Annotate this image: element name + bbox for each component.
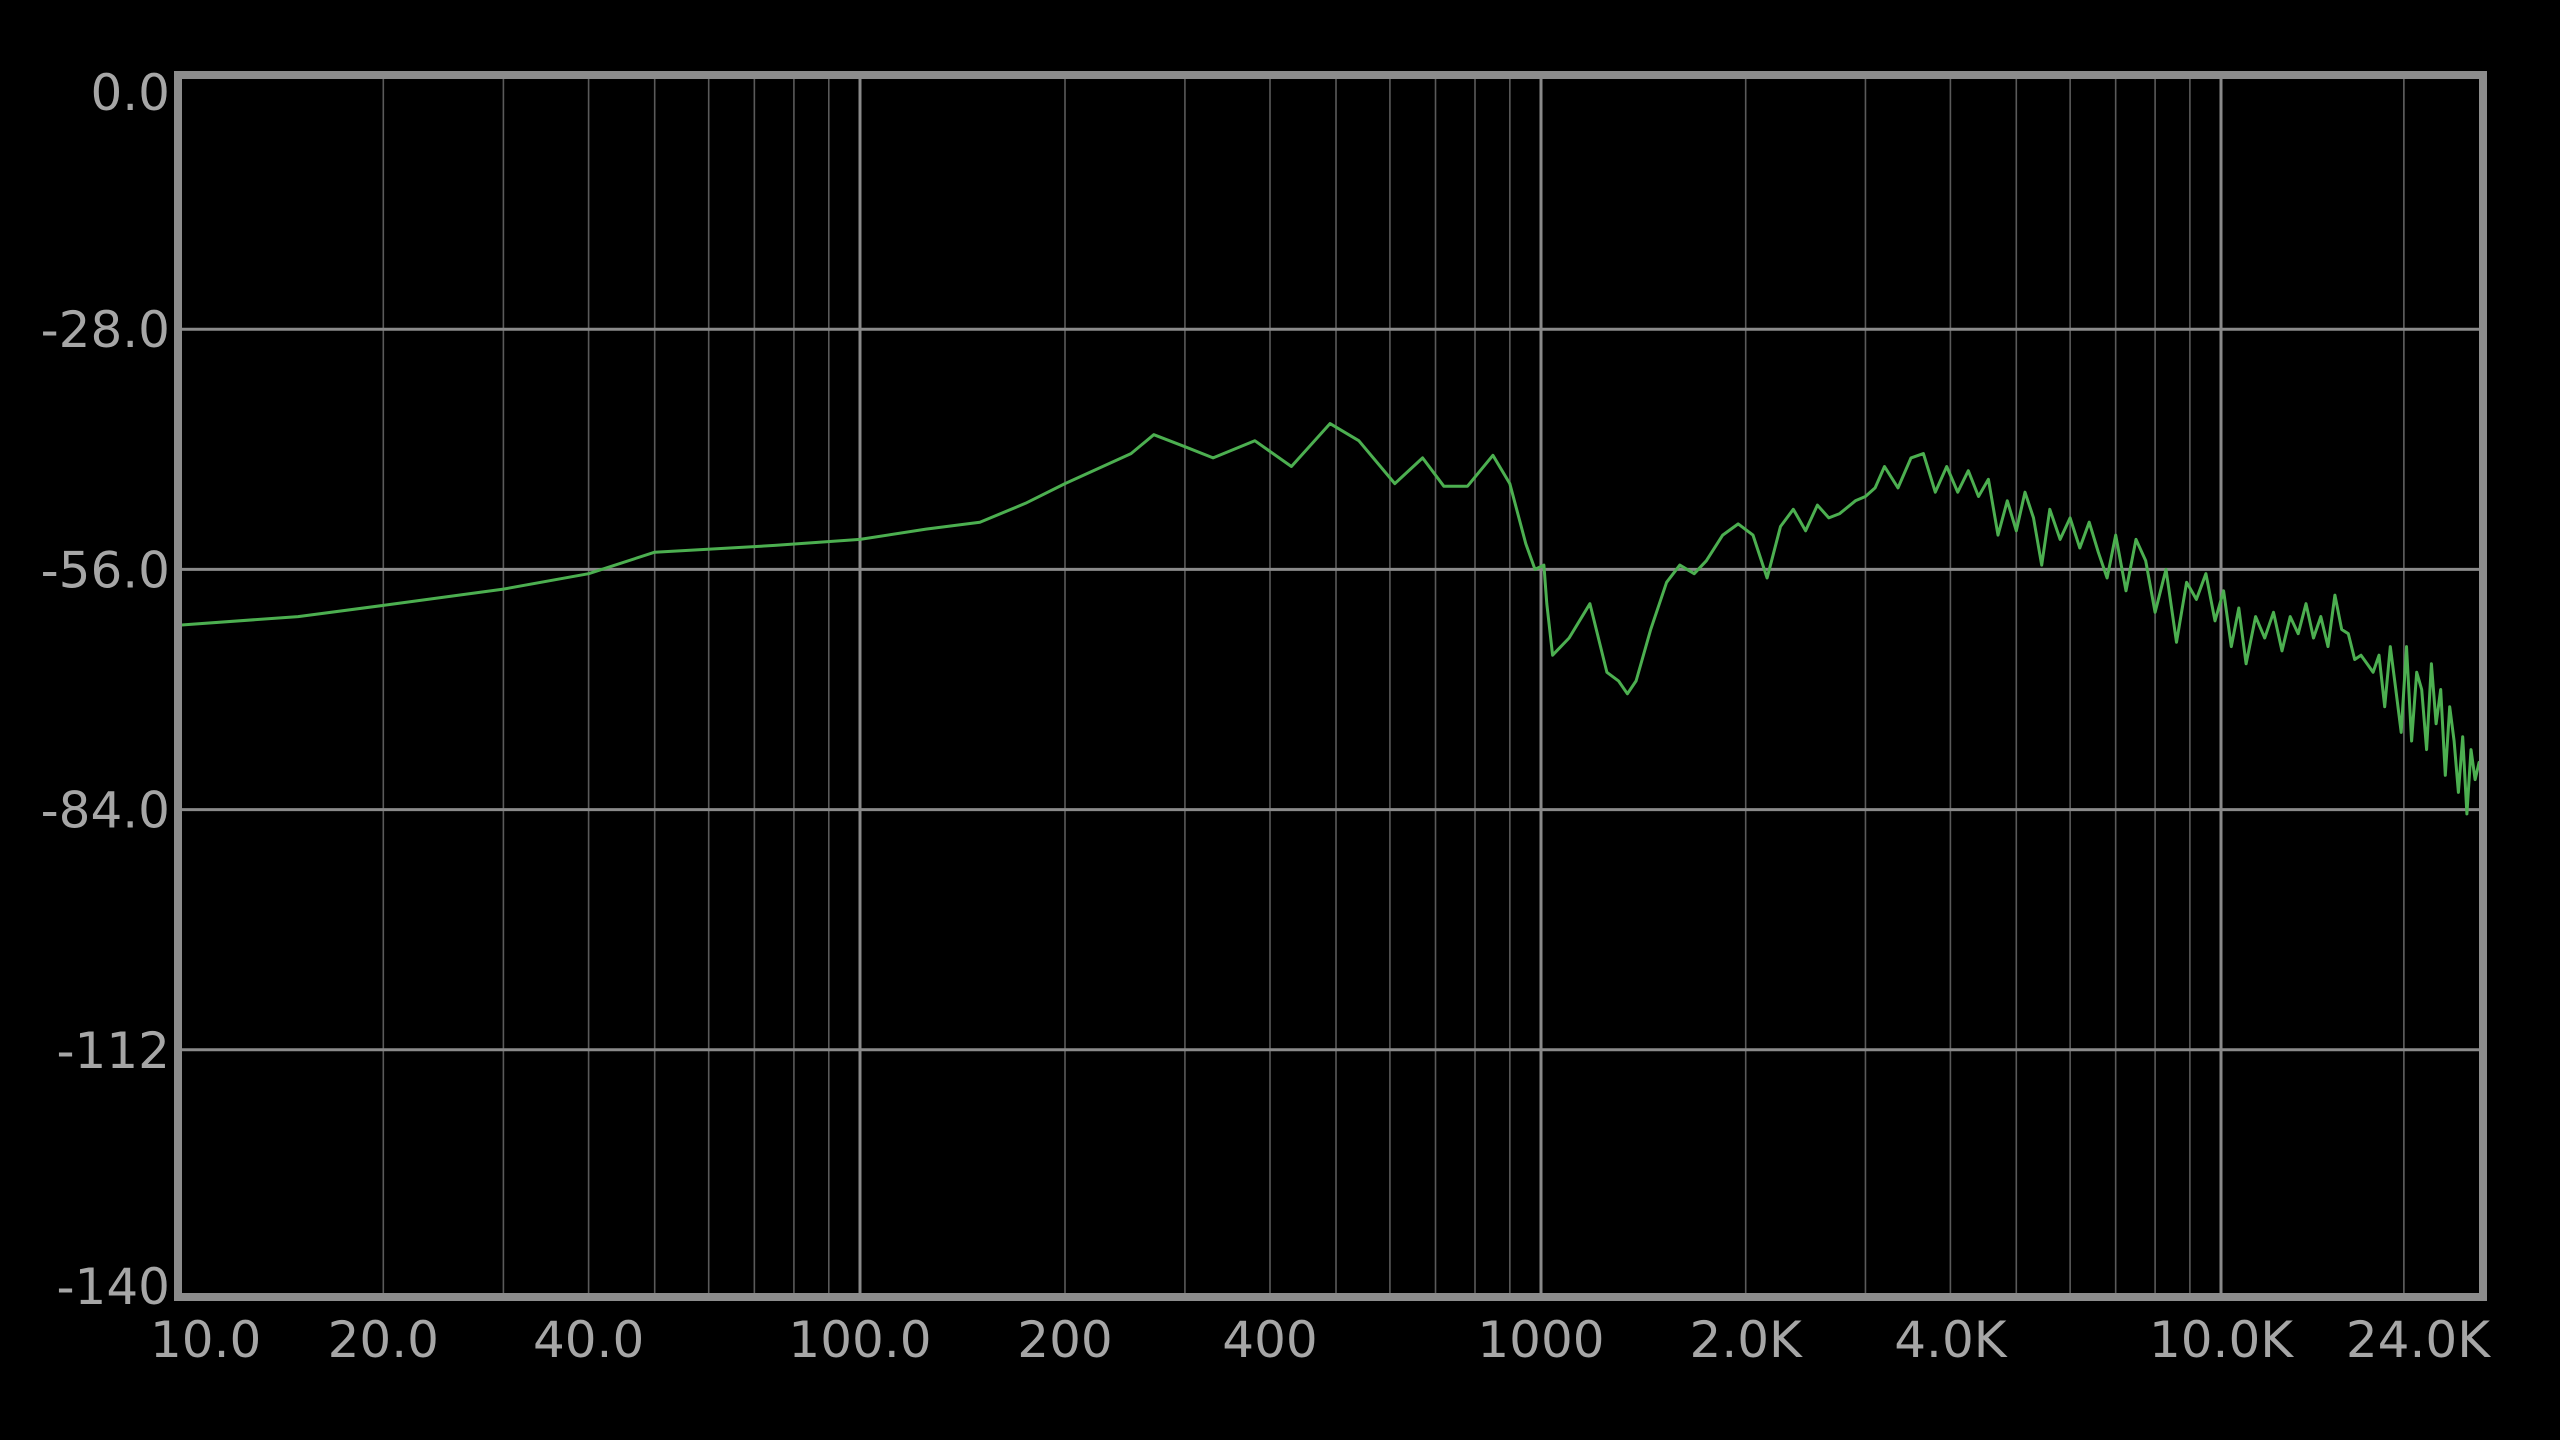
x-tick-label: 100.0 <box>788 1311 931 1369</box>
series-layer <box>177 422 2485 816</box>
x-axis-labels: 10.0 20.0 40.0 100.0 200 400 1000 2.0K 4.0K 10.0K… <box>150 1311 2491 1369</box>
plot-frame <box>174 71 2487 1301</box>
x-tick-label: 40.0 <box>533 1311 644 1369</box>
y-tick-label: 0.0 <box>90 64 170 122</box>
grid <box>178 75 2483 1297</box>
x-tick-label: 1000 <box>1477 1311 1604 1369</box>
x-tick-label: 10.0 <box>150 1311 261 1369</box>
x-tick-label: 400 <box>1222 1311 1317 1369</box>
y-tick-label: -28.0 <box>41 301 170 359</box>
x-tick-label: 20.0 <box>328 1311 439 1369</box>
y-tick-label: -140 <box>57 1258 170 1316</box>
x-tick-label: 200 <box>1017 1311 1112 1369</box>
x-tick-label: 10.0K <box>2149 1311 2294 1369</box>
x-tick-label: 4.0K <box>1894 1311 2008 1369</box>
x-tick-label: 2.0K <box>1690 1311 1804 1369</box>
x-tick-label: 24.0K <box>2346 1311 2491 1369</box>
y-tick-label: -84.0 <box>41 782 170 840</box>
y-tick-label: -112 <box>57 1022 170 1080</box>
y-axis-labels: 0.0 -28.0 -56.0 -84.0 -112 -140 <box>41 64 170 1316</box>
spectrum-series-line <box>177 422 2485 816</box>
y-tick-label: -56.0 <box>41 541 170 599</box>
